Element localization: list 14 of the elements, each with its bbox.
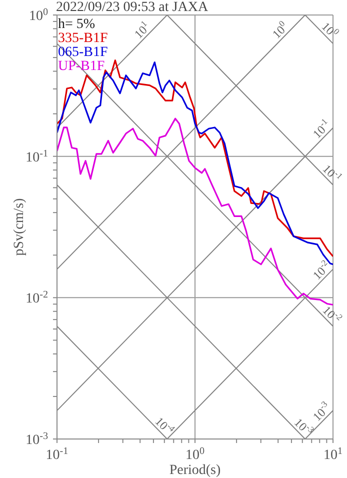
y-tick-label: 10$^{-2}$	[26, 289, 48, 307]
text: UP-B1F	[58, 59, 106, 74]
annotation: h= 5%	[58, 17, 96, 32]
y-tick-label: 10$^{-1}$	[26, 148, 48, 166]
series-label: 065-B1F	[58, 45, 108, 60]
chart-title: 2022/09/23 09:53 at JAXA	[56, 0, 208, 16]
y-tick-label: 10$^{0}$	[28, 6, 48, 24]
x-tick-label: 10$^{0}$	[185, 446, 205, 463]
x-tick-label: 10$^{1}$	[323, 446, 343, 463]
x-axis-title: Period(s)	[169, 463, 221, 478]
y-tick-label: 10$^{-3}$	[26, 430, 48, 448]
series-label: 335-B1F	[58, 31, 108, 46]
x-tick-label: 10$^{-1}$	[46, 446, 68, 463]
y-axis-title: pSv(cm/s)	[12, 198, 27, 256]
